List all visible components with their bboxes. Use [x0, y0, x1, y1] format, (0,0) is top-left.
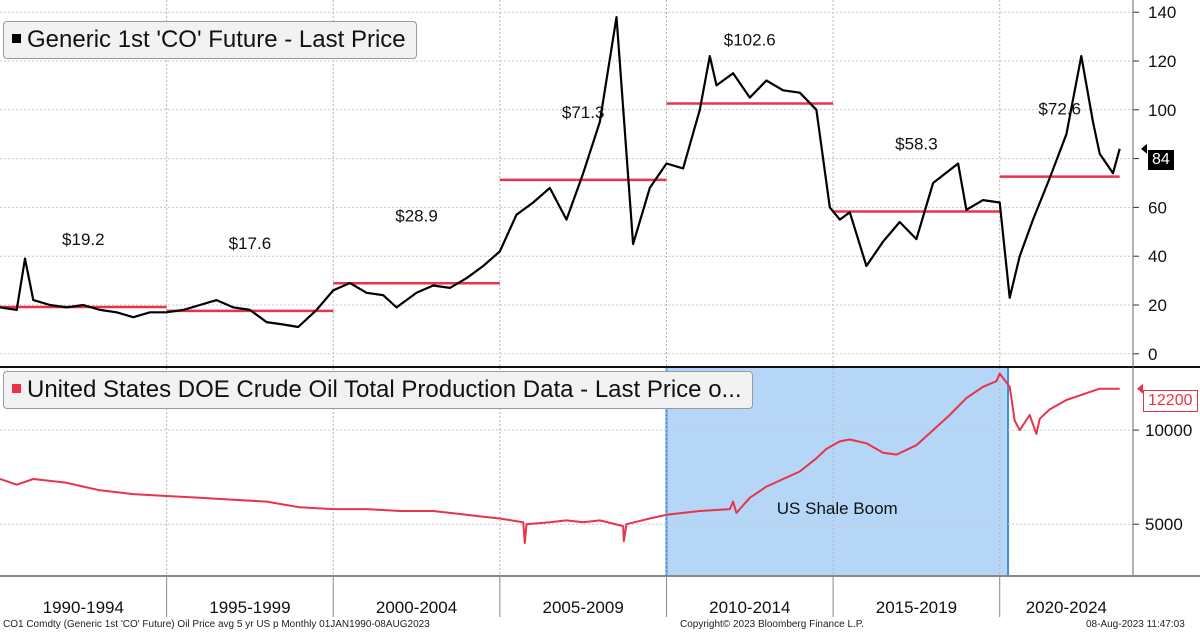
- top-y-tick-label: 20: [1148, 296, 1167, 315]
- top-y-tick-label: 120: [1148, 52, 1176, 71]
- top-legend-swatch: [12, 34, 21, 44]
- avg-label-6: $72.6: [1038, 100, 1081, 119]
- bottom-y-tick-label: 10000: [1145, 421, 1192, 440]
- avg-label-3: $71.3: [562, 103, 605, 122]
- shale-boom-label: US Shale Boom: [777, 499, 898, 518]
- production-series-line: [0, 372, 1120, 544]
- x-axis-label-4: 2010-2014: [709, 598, 790, 617]
- bottom-legend: United States DOE Crude Oil Total Produc…: [3, 371, 753, 409]
- x-axis-label-6: 2020-2024: [1026, 598, 1107, 617]
- top-last-value: 84: [1152, 151, 1170, 168]
- x-axis-label-5: 2015-2019: [876, 598, 957, 617]
- bottom-legend-label: United States DOE Crude Oil Total Produc…: [27, 376, 742, 403]
- price-series-line: [0, 16, 1121, 329]
- bottom-legend-swatch: [12, 384, 21, 394]
- top-y-tick-label: 60: [1148, 198, 1167, 217]
- avg-label-1: $17.6: [229, 234, 272, 253]
- x-axis-label-1: 1995-1999: [209, 598, 290, 617]
- top-last-value-tag: 84: [1148, 150, 1174, 170]
- bottom-last-value-pointer: [1137, 383, 1143, 394]
- x-axis-label-2: 2000-2004: [376, 598, 457, 617]
- top-legend: Generic 1st 'CO' Future - Last Price: [3, 21, 417, 59]
- bottom-last-value-tag: 12200: [1143, 390, 1198, 412]
- top-legend-label: Generic 1st 'CO' Future - Last Price: [27, 26, 406, 53]
- footer-source: CO1 Comdty (Generic 1st 'CO' Future) Oil…: [3, 619, 430, 630]
- avg-label-4: $102.6: [724, 30, 776, 49]
- top-y-tick-label: 100: [1148, 101, 1176, 120]
- top-y-tick-label: 0: [1148, 345, 1157, 364]
- bottom-y-tick-label: 5000: [1145, 515, 1183, 534]
- x-axis-label-0: 1990-1994: [43, 598, 124, 617]
- avg-label-0: $19.2: [62, 230, 105, 249]
- top-last-value-pointer: [1141, 143, 1147, 154]
- avg-label-2: $28.9: [395, 206, 438, 225]
- avg-label-5: $58.3: [895, 135, 938, 154]
- top-y-tick-label: 40: [1148, 247, 1167, 266]
- top-y-tick-label: 140: [1148, 3, 1176, 22]
- footer-timestamp: 08-Aug-2023 11:47:03: [1086, 619, 1185, 630]
- bottom-last-value: 12200: [1148, 392, 1193, 409]
- x-axis-label-3: 2005-2009: [543, 598, 624, 617]
- footer-copyright: Copyright© 2023 Bloomberg Finance L.P.: [680, 619, 864, 630]
